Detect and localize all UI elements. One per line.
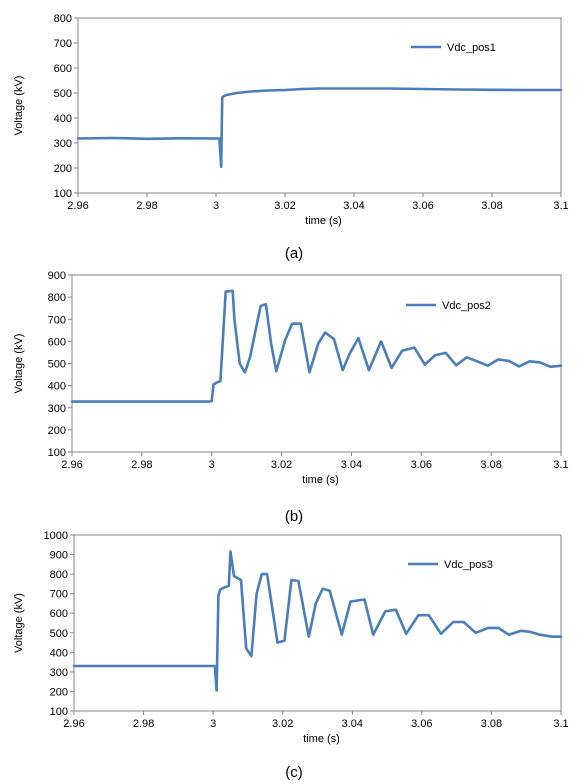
chart-c-x-tick-label: 3 (210, 718, 216, 730)
chart-a-y-axis-title: Voltage (kV) (13, 76, 25, 136)
chart-b-y-tick-label: 600 (48, 336, 66, 348)
chart-c-y-tick-label: 500 (50, 628, 68, 640)
chart-c-x-axis-title: time (s) (303, 733, 340, 745)
chart-a-x-tick-label: 3 (213, 200, 219, 212)
chart-b-x-tick-label: 3.08 (480, 459, 501, 471)
chart-a-y-tick-label: 300 (54, 138, 72, 150)
chart-b-x-tick-label: 3.1 (553, 459, 568, 471)
chart-c-x-tick-label: 3.1 (553, 718, 568, 730)
chart-b-x-tick-label: 2.96 (61, 459, 82, 471)
chart-b-x-tick-label: 3.06 (411, 459, 432, 471)
chart-c-y-tick-label: 100 (50, 706, 68, 718)
chart-b-y-tick-label: 800 (48, 292, 66, 304)
chart-b-x-axis-title: time (s) (302, 474, 339, 486)
chart-b-y-tick-label: 400 (48, 381, 66, 393)
chart-panel-c: 100 200 300 400 500 600 700 800 900 1000 2.96 2.98 3… (13, 530, 569, 745)
chart-a-y-tick-label: 100 (54, 188, 72, 200)
chart-b-y-tick-label: 300 (48, 403, 66, 415)
chart-b-y-tick-label: 200 (48, 425, 66, 437)
chart-a-y-tick-label: 800 (54, 13, 72, 25)
chart-panel-a: 100 200 300 400 500 600 700 800 2.96 2.98 3 3.02 3.0… (13, 13, 569, 227)
chart-c-series-line (72, 550, 563, 692)
chart-panel-b: 100 200 300 400 500 600 700 800 900 2.96 2.98 3 3.02… (13, 270, 569, 486)
chart-a-x-tick-label: 2.98 (136, 200, 157, 212)
chart-c-y-tick-label: 1000 (44, 530, 68, 542)
chart-c-x-tick-label: 3.02 (272, 718, 293, 730)
caption-c: (c) (285, 764, 303, 781)
chart-a-y-tick-label: 200 (54, 163, 72, 175)
chart-c-x-tick-label: 2.98 (133, 718, 154, 730)
chart-c-y-tick-label: 600 (50, 608, 68, 620)
chart-b-x-tick-label: 3 (209, 459, 215, 471)
chart-b-x-tick-label: 3.04 (341, 459, 362, 471)
chart-a-y-tick-label: 700 (54, 38, 72, 50)
chart-c-x-tick-label: 3.04 (342, 718, 363, 730)
chart-b-y-tick-label: 900 (48, 270, 66, 282)
chart-c-y-axis-title: Voltage (kV) (13, 593, 25, 653)
chart-c-y-tick-label: 800 (50, 569, 68, 581)
chart-b-legend-label: Vdc_pos2 (442, 300, 491, 312)
chart-c-y-tick-label: 300 (50, 667, 68, 679)
chart-c-x-tick-label: 2.96 (63, 718, 84, 730)
chart-a-x-axis-title: time (s) (305, 215, 342, 227)
chart-c-y-tick-label: 900 (50, 550, 68, 562)
chart-a-x-tick-label: 3.06 (412, 200, 433, 212)
chart-b-y-axis-title: Voltage (kV) (13, 334, 25, 394)
chart-a-plot-area (77, 17, 562, 194)
chart-a-y-tick-label: 400 (54, 113, 72, 125)
caption-b: (b) (285, 508, 303, 525)
chart-a-legend-label: Vdc_pos1 (447, 42, 496, 54)
chart-b-x-tick-label: 3.02 (271, 459, 292, 471)
chart-c-legend-label: Vdc_pos3 (444, 559, 493, 571)
chart-b-y-tick-label: 500 (48, 359, 66, 371)
chart-a-series-line (76, 87, 563, 169)
caption-a: (a) (285, 245, 303, 262)
chart-a-x-tick-label: 3.02 (274, 200, 295, 212)
chart-b-x-tick-label: 2.98 (131, 459, 152, 471)
chart-a-y-tick-label: 600 (54, 63, 72, 75)
chart-a-x-tick-label: 3.08 (481, 200, 502, 212)
chart-c-x-tick-label: 3.06 (411, 718, 432, 730)
chart-c-plot-area (73, 534, 562, 712)
chart-a-x-tick-label: 3.1 (553, 200, 568, 212)
chart-a-x-tick-label: 2.96 (67, 200, 88, 212)
chart-c-x-tick-label: 3.08 (481, 718, 502, 730)
chart-c-y-tick-label: 400 (50, 647, 68, 659)
chart-c-y-tick-label: 200 (50, 686, 68, 698)
chart-c-y-tick-label: 700 (50, 589, 68, 601)
chart-a-x-tick-label: 3.04 (343, 200, 364, 212)
chart-b-series-line (70, 289, 563, 403)
chart-b-y-tick-label: 100 (48, 447, 66, 459)
chart-a-y-tick-label: 500 (54, 88, 72, 100)
chart-b-y-tick-label: 700 (48, 314, 66, 326)
